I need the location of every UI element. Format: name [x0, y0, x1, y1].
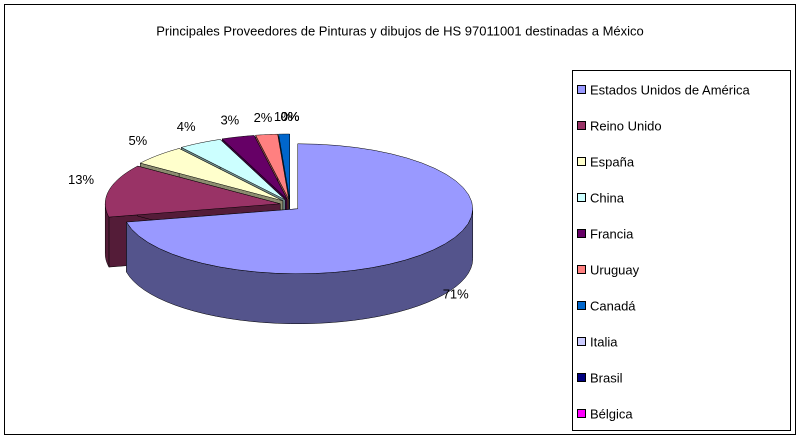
data-label: 0%	[281, 109, 300, 124]
slice	[255, 133, 289, 200]
legend-swatch	[577, 121, 586, 130]
slice	[126, 143, 474, 275]
slice	[180, 139, 286, 200]
legend-swatch	[577, 85, 586, 94]
legend-label: Italia	[590, 334, 618, 349]
legend-label: Francia	[590, 226, 634, 241]
data-label: 71%	[443, 286, 469, 301]
legend-label: Estados Unidos de América	[590, 82, 750, 97]
legend-label: Brasil	[590, 370, 623, 385]
legend-swatch	[577, 409, 586, 418]
slice	[139, 148, 283, 202]
slice	[278, 133, 290, 200]
data-label: 0%	[281, 109, 300, 124]
data-label: 13%	[68, 172, 94, 187]
legend-label: Reino Unido	[590, 118, 662, 133]
legend-swatch	[577, 265, 586, 274]
legend-swatch	[577, 337, 586, 346]
chart-title: Principales Proveedores de Pinturas y di…	[156, 23, 644, 38]
legend-swatch	[577, 373, 586, 382]
data-label: 2%	[254, 110, 273, 125]
legend-box	[572, 70, 791, 431]
legend-swatch	[577, 301, 586, 310]
legend-label: China	[590, 190, 625, 205]
legend-label: España	[590, 154, 635, 169]
slice-tops	[104, 133, 474, 275]
legend-label: Canadá	[590, 298, 636, 313]
data-label: 4%	[177, 119, 196, 134]
slice	[104, 165, 281, 218]
legend-swatch	[577, 157, 586, 166]
legend-swatch	[577, 193, 586, 202]
legend-label: Bélgica	[590, 406, 633, 421]
data-label: 1%	[274, 109, 293, 124]
slice	[221, 135, 288, 200]
legend-swatch	[577, 229, 586, 238]
data-label: 3%	[220, 112, 239, 127]
legend-label: Uruguay	[590, 262, 640, 277]
data-label: 5%	[128, 133, 147, 148]
data-label: 0%	[281, 109, 300, 124]
